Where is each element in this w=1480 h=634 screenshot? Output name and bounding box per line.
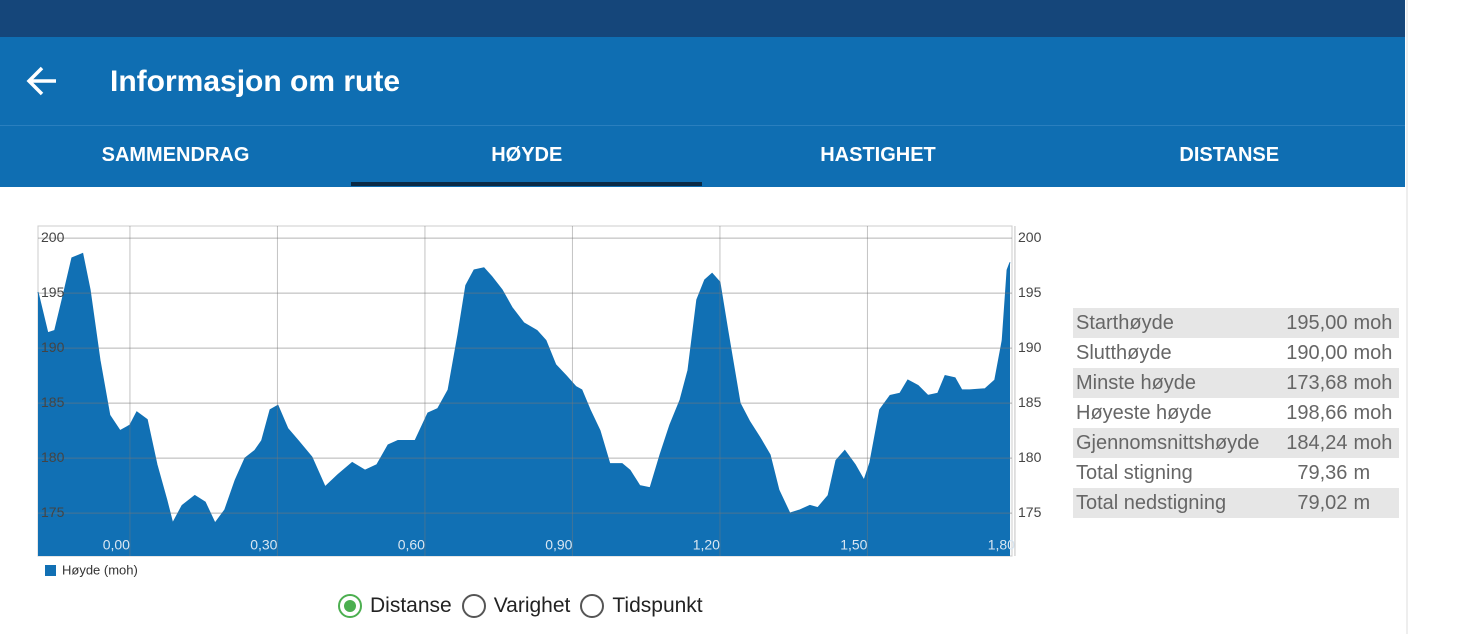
stat-row: Total stigning 79,36 m xyxy=(1073,458,1399,488)
stat-label: Total stigning xyxy=(1076,461,1193,484)
radio-option[interactable]: Tidspunkt xyxy=(580,594,703,618)
radio-label: Varighet xyxy=(493,594,571,617)
stat-unit: m xyxy=(1353,461,1371,484)
stat-label: Høyeste høyde xyxy=(1076,401,1212,424)
stat-row: Starthøyde 195,00 moh xyxy=(1073,308,1399,338)
stat-label: Gjennomsnittshøyde xyxy=(1076,431,1260,454)
x-tick-label: 0,00 xyxy=(103,537,130,553)
x-tick-label: 0,90 xyxy=(545,537,572,553)
area-line xyxy=(37,252,1011,525)
back-button[interactable] xyxy=(24,63,60,99)
stat-row: Total nedstigning 79,02 m xyxy=(1073,488,1399,518)
stat-unit: moh xyxy=(1353,371,1393,394)
stat-row: Gjennomsnittshøyde 184,24 moh xyxy=(1073,428,1399,458)
stat-value: 198,66 xyxy=(1286,401,1348,424)
app-title: Informasjon om rute xyxy=(110,65,401,98)
x-tick-label: 1,20 xyxy=(693,537,720,553)
x-tick-label: 1,50 xyxy=(840,537,867,553)
stat-row: Minste høyde 173,68 moh xyxy=(1073,368,1399,398)
legend-label: Høyde (moh) xyxy=(62,562,138,577)
y-tick-label: 180 xyxy=(41,449,65,465)
stat-label: Total nedstigning xyxy=(1076,491,1227,514)
x-tick-label: 1,80 xyxy=(988,537,1015,553)
status-bar xyxy=(0,0,1405,37)
y-tick-label: 190 xyxy=(41,339,65,355)
y-tick-label: 200 xyxy=(41,229,65,245)
stat-value: 195,00 xyxy=(1286,311,1348,334)
y2-tick-label: 180 xyxy=(1018,449,1042,465)
y-tick-label: 175 xyxy=(41,504,65,520)
stat-value: 79,36 xyxy=(1297,461,1348,484)
radio-button[interactable] xyxy=(461,594,486,618)
stat-value: 79,02 xyxy=(1297,491,1348,514)
stat-value: 173,68 xyxy=(1286,371,1348,394)
tab[interactable]: HØYDE xyxy=(351,126,703,186)
tab[interactable]: DISTANSE xyxy=(1179,144,1280,166)
tab[interactable]: HASTIGHET xyxy=(820,144,936,166)
radio-label: Tidspunkt xyxy=(612,594,703,617)
stats-table: Starthøyde 195,00 moh Slutthøyde 190,00 moh Mi… xyxy=(1073,308,1399,518)
y2-tick-label: 195 xyxy=(1018,284,1042,300)
stat-row: Høyeste høyde 198,66 moh xyxy=(1073,398,1399,428)
y-tick-label: 195 xyxy=(41,284,65,300)
y2-tick-label: 175 xyxy=(1018,504,1042,520)
y2-tick-label: 185 xyxy=(1018,394,1042,410)
chart: 175 175 180 180 185 185 190 190 195 195 200 200 0,00… xyxy=(37,225,1042,577)
stat-unit: moh xyxy=(1353,311,1393,334)
stat-unit: m xyxy=(1353,491,1371,514)
x-tick-label: 0,30 xyxy=(250,537,277,553)
stat-value: 190,00 xyxy=(1286,341,1348,364)
tab-bar: SAMMENDRAG HØYDE HASTIGHET DISTANSE xyxy=(0,125,1405,187)
stat-unit: moh xyxy=(1353,341,1393,364)
area-fill xyxy=(38,253,1011,556)
edge xyxy=(1406,0,1408,634)
stat-label: Starthøyde xyxy=(1076,311,1174,334)
legend-swatch xyxy=(45,565,56,576)
y2-tick-label: 190 xyxy=(1018,339,1042,355)
stat-unit: moh xyxy=(1353,431,1393,454)
app-bar: Informasjon om rute xyxy=(0,37,1405,125)
stat-row: Slutthøyde 190,00 moh xyxy=(1073,338,1399,368)
radio-button[interactable] xyxy=(338,594,362,618)
y2-tick-label: 200 xyxy=(1018,229,1042,245)
stat-value: 184,24 xyxy=(1286,431,1348,454)
radio-option[interactable]: Varighet xyxy=(461,594,571,618)
radio-label: Distanse xyxy=(370,594,452,617)
y-tick-label: 185 xyxy=(41,394,65,410)
stat-label: Minste høyde xyxy=(1076,371,1197,394)
x-tick-label: 0,60 xyxy=(398,537,425,553)
tab[interactable]: SAMMENDRAG xyxy=(101,144,250,166)
radio-button[interactable] xyxy=(580,594,605,618)
stat-label: Slutthøyde xyxy=(1076,341,1172,364)
stat-unit: moh xyxy=(1353,401,1393,424)
x-mode-options: Distanse Varighet Tidspunkt xyxy=(338,594,713,618)
radio-option[interactable]: Distanse xyxy=(338,594,452,618)
